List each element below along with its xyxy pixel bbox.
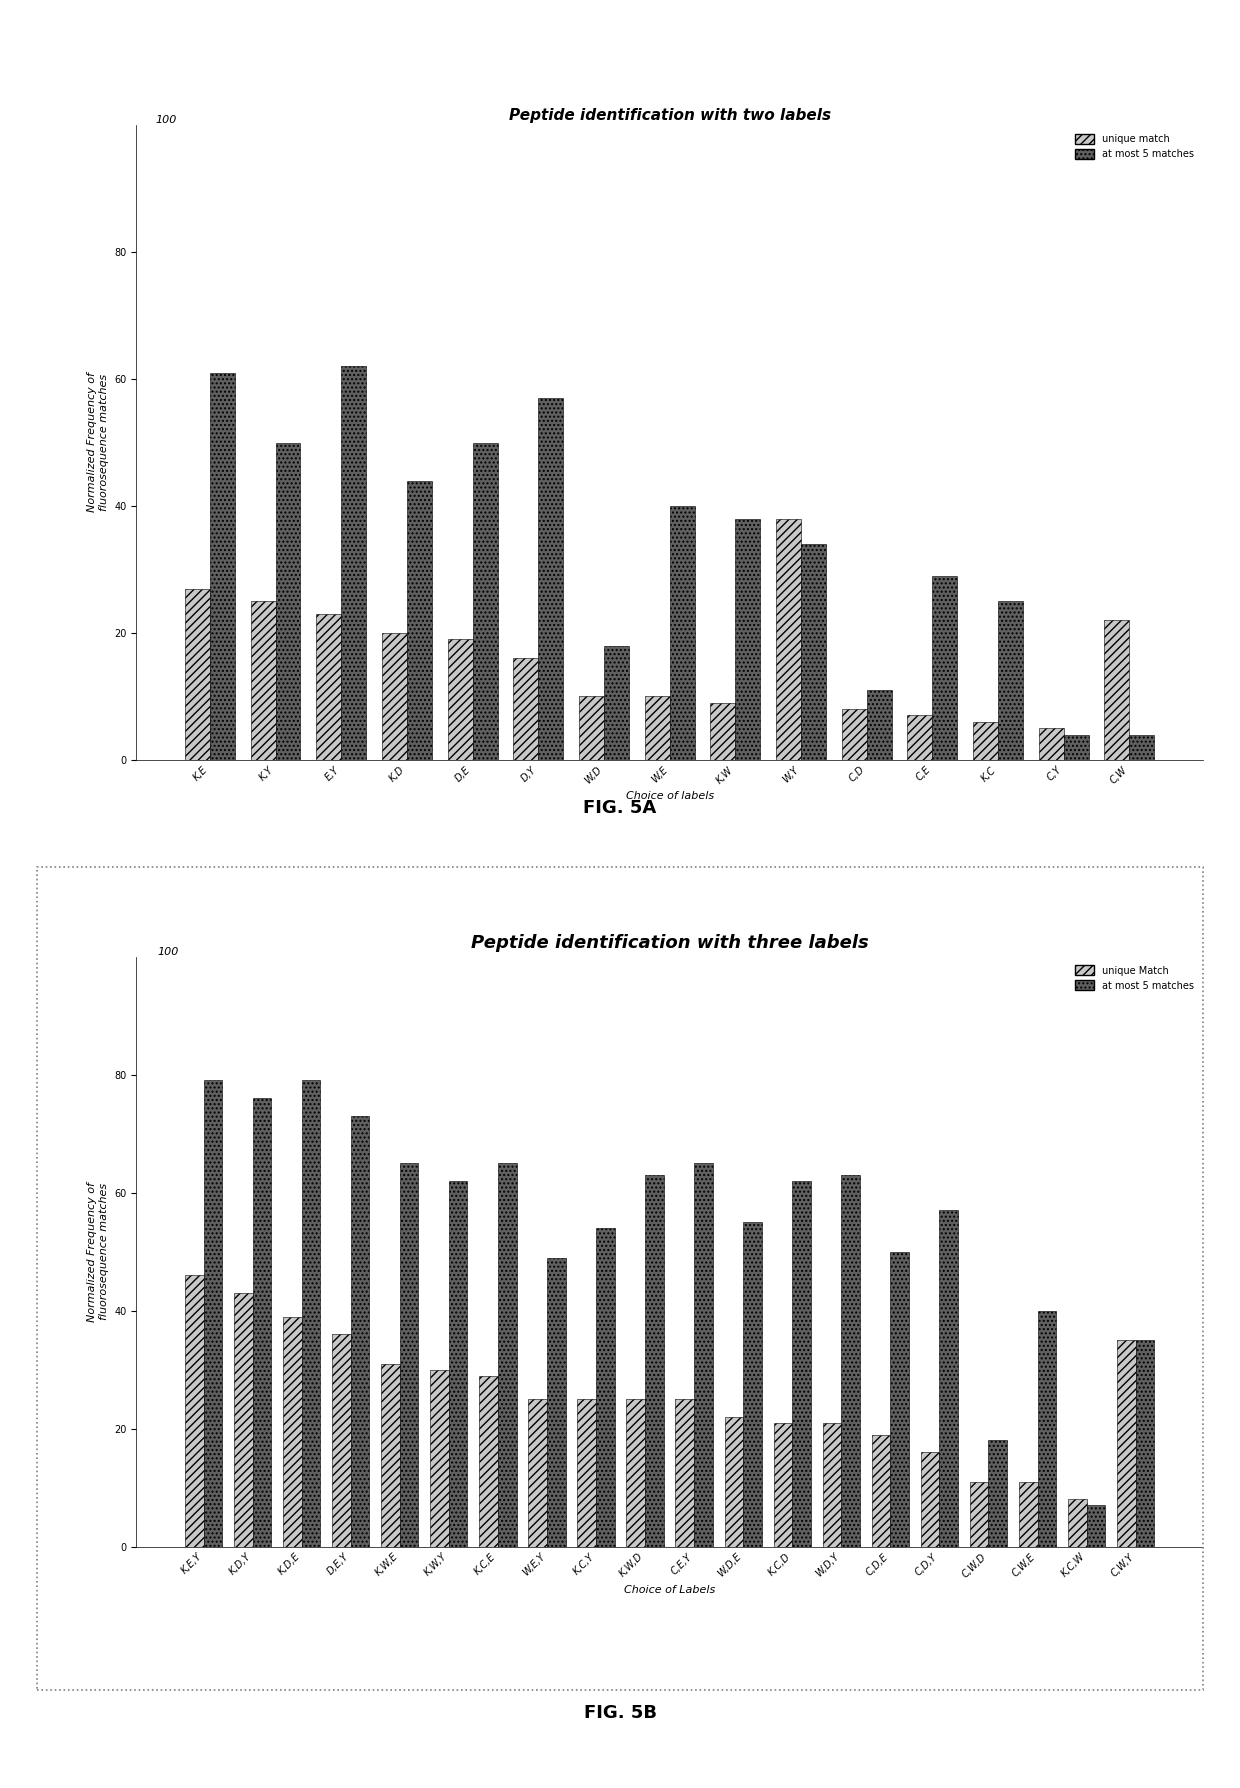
Bar: [1068, 1500, 1086, 1547]
Bar: [645, 697, 670, 760]
Bar: [988, 1441, 1007, 1547]
Bar: [908, 715, 932, 760]
Bar: [301, 1080, 320, 1547]
Bar: [921, 1452, 940, 1547]
Bar: [382, 633, 407, 760]
Bar: [724, 1416, 743, 1547]
Bar: [283, 1316, 301, 1547]
Bar: [970, 1482, 988, 1547]
Title: Peptide identification with three labels: Peptide identification with three labels: [471, 935, 868, 953]
Bar: [528, 1398, 547, 1547]
Bar: [604, 645, 629, 760]
Bar: [973, 722, 998, 760]
Bar: [253, 1098, 272, 1547]
Y-axis label: Normalized Frequency of
fluorosequence matches: Normalized Frequency of fluorosequence m…: [87, 372, 109, 513]
Text: 100: 100: [155, 114, 177, 125]
Bar: [1105, 620, 1130, 760]
Bar: [1117, 1341, 1136, 1547]
Bar: [841, 1175, 861, 1547]
Title: Peptide identification with two labels: Peptide identification with two labels: [508, 107, 831, 123]
Bar: [332, 1334, 351, 1547]
Bar: [872, 1434, 890, 1547]
Bar: [676, 1398, 694, 1547]
Text: FIG. 5B: FIG. 5B: [584, 1704, 656, 1722]
Bar: [626, 1398, 645, 1547]
Bar: [776, 519, 801, 760]
Bar: [399, 1162, 418, 1547]
Y-axis label: Normalized Frequency of
fluorosequence matches: Normalized Frequency of fluorosequence m…: [87, 1182, 109, 1321]
Bar: [822, 1423, 841, 1547]
Bar: [250, 601, 275, 760]
Bar: [743, 1223, 761, 1547]
X-axis label: Choice of labels: Choice of labels: [625, 790, 714, 801]
Bar: [694, 1162, 713, 1547]
Bar: [1039, 728, 1064, 760]
Legend: unique match, at most 5 matches: unique match, at most 5 matches: [1071, 131, 1198, 163]
Bar: [1038, 1311, 1056, 1547]
Bar: [275, 443, 300, 760]
Bar: [407, 481, 432, 760]
Text: FIG. 5A: FIG. 5A: [583, 799, 657, 817]
Bar: [498, 1162, 517, 1547]
Bar: [1136, 1341, 1154, 1547]
Bar: [711, 703, 735, 760]
Bar: [670, 506, 694, 760]
Bar: [842, 710, 867, 760]
Bar: [185, 588, 210, 760]
Bar: [210, 372, 234, 760]
Bar: [341, 367, 366, 760]
Bar: [801, 544, 826, 760]
Bar: [596, 1228, 615, 1547]
Bar: [234, 1293, 253, 1547]
Bar: [479, 1375, 498, 1547]
Bar: [1130, 735, 1154, 760]
Bar: [940, 1210, 959, 1547]
Bar: [932, 576, 957, 760]
Bar: [381, 1364, 399, 1547]
Bar: [538, 399, 563, 760]
Bar: [774, 1423, 792, 1547]
Bar: [316, 613, 341, 760]
Bar: [867, 690, 892, 760]
Bar: [430, 1370, 449, 1547]
Bar: [579, 697, 604, 760]
Bar: [547, 1257, 565, 1547]
Bar: [998, 601, 1023, 760]
X-axis label: Choice of Labels: Choice of Labels: [624, 1584, 715, 1595]
Bar: [792, 1180, 811, 1547]
Legend: unique Match, at most 5 matches: unique Match, at most 5 matches: [1071, 962, 1198, 994]
Bar: [513, 658, 538, 760]
Bar: [1019, 1482, 1038, 1547]
Bar: [890, 1252, 909, 1547]
Bar: [735, 519, 760, 760]
Bar: [449, 1180, 467, 1547]
Bar: [351, 1116, 370, 1547]
Bar: [472, 443, 497, 760]
Bar: [645, 1175, 663, 1547]
Bar: [203, 1080, 222, 1547]
Bar: [578, 1398, 596, 1547]
Bar: [448, 640, 472, 760]
Bar: [185, 1275, 203, 1547]
Bar: [1064, 735, 1089, 760]
Text: 100: 100: [157, 946, 179, 957]
Bar: [1086, 1505, 1105, 1547]
